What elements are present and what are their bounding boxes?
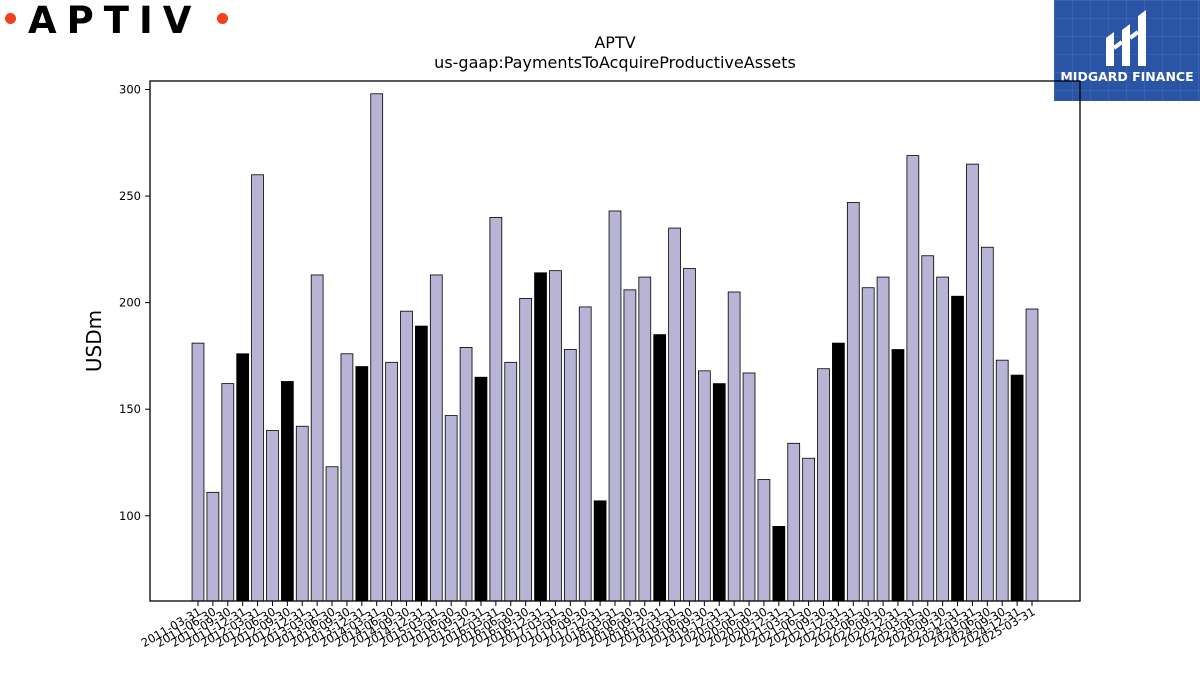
bar: [951, 295, 964, 602]
x-axis: 2011-03-312011-06-302011-09-302011-12-31…: [139, 601, 1038, 650]
bar: [415, 325, 428, 602]
bar: [995, 359, 1009, 602]
bar: [593, 500, 607, 602]
bar: [861, 287, 875, 602]
bar: [966, 163, 979, 602]
chart-title: APTV: [594, 33, 635, 52]
bar: [980, 246, 994, 602]
plot-frame: [149, 80, 1081, 602]
bar: [712, 383, 726, 602]
y-tick-label: 200: [119, 296, 141, 310]
bar: [668, 227, 681, 602]
midgard-finance-badge: MIDGARD FINANCE: [1054, 0, 1200, 101]
bar: [280, 381, 294, 602]
y-tick-label: 150: [119, 402, 141, 416]
logo-dot-right: [217, 13, 228, 24]
bar: [489, 216, 503, 602]
bar: [251, 174, 264, 602]
bar: [385, 361, 398, 602]
logo-wordmark: APTIV: [28, 0, 202, 42]
chart-subtitle: us-gaap:PaymentsToAcquireProductiveAsset…: [434, 53, 796, 72]
y-axis-label: USDm: [82, 310, 106, 372]
bar: [817, 368, 830, 602]
bar: [504, 361, 518, 602]
bar: [846, 202, 860, 602]
bar: [355, 366, 369, 602]
bar: [236, 353, 250, 602]
bars-group: [191, 93, 1039, 602]
bar: [608, 210, 622, 602]
bar: [876, 276, 890, 602]
bar: [698, 370, 711, 602]
bar: [832, 342, 845, 602]
bar: [921, 255, 935, 602]
bar: [429, 274, 443, 602]
bar: [891, 349, 905, 602]
bar: [757, 479, 771, 602]
bar: [742, 372, 756, 602]
bar: [787, 442, 801, 602]
bar: [1010, 374, 1024, 602]
y-tick-label: 250: [119, 189, 141, 203]
bar: [310, 274, 324, 602]
bar: [623, 289, 637, 602]
bar: [444, 415, 458, 602]
y-tick-label: 300: [119, 83, 141, 97]
bar: [191, 342, 205, 602]
bar: [474, 376, 488, 602]
midgard-logo-icon: [1106, 10, 1146, 66]
logo-dot-left: [5, 13, 16, 24]
bar: [936, 276, 950, 602]
bar: [206, 491, 220, 602]
bar: [727, 291, 741, 602]
bar: [519, 297, 533, 602]
bar: [534, 272, 547, 602]
badge-label: MIDGARD FINANCE: [1060, 69, 1194, 84]
bar: [1025, 308, 1039, 602]
bar: [578, 306, 592, 602]
aptiv-logo: APTIV: [0, 0, 240, 42]
bar: [295, 425, 309, 602]
bar: [221, 383, 235, 602]
y-axis: 100 150 200 250 300: [119, 83, 150, 523]
bar: [906, 155, 920, 602]
bar: [653, 334, 667, 602]
bar: [772, 526, 786, 602]
bar: [370, 93, 384, 602]
bar: [563, 349, 577, 602]
bar: [340, 353, 354, 602]
bar: [802, 457, 815, 602]
bar: [459, 346, 473, 602]
bar: [638, 276, 652, 602]
bar: [549, 270, 562, 602]
bar: [325, 466, 339, 602]
bar: [400, 310, 413, 602]
bar: [683, 268, 696, 602]
bar: [266, 430, 279, 602]
y-tick-label: 100: [119, 509, 141, 523]
